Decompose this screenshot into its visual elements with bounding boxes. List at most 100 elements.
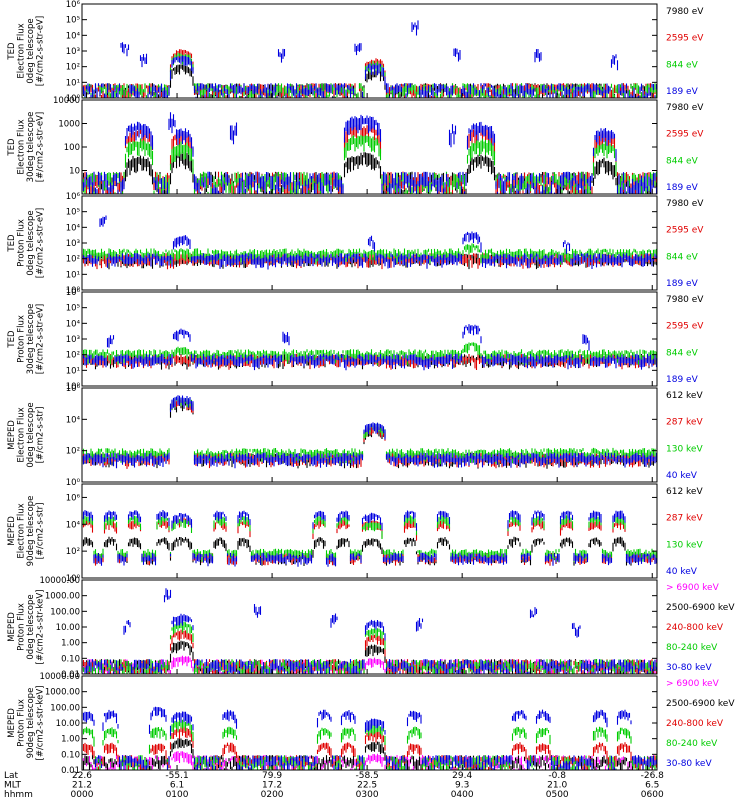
- series-1-trace: [82, 353, 657, 370]
- legend-entry: 2595 eV: [666, 226, 704, 236]
- legend-entry: 844 eV: [666, 156, 699, 166]
- y-tick-label: 1.00: [61, 639, 80, 649]
- y-axis-label: TED: [7, 234, 17, 253]
- y-tick-label: 1000.00: [45, 592, 80, 602]
- x-tick-label: 29.4: [452, 771, 472, 781]
- y-tick-label: 10⁰: [66, 478, 81, 488]
- y-tick-label: 10000.00: [39, 576, 80, 586]
- y-tick-label: 100.00: [50, 607, 80, 617]
- x-tick-label: -55.1: [165, 771, 188, 781]
- legend-entry: 612 keV: [666, 487, 703, 497]
- series-2-trace: [82, 640, 657, 674]
- y-axis-label: 0deg telescope: [26, 594, 36, 659]
- legend-entry: 240-800 keV: [666, 719, 724, 729]
- y-tick-label: 10³: [66, 335, 80, 345]
- y-axis-label: 0deg telescope: [26, 210, 36, 275]
- y-tick-label: 10⁴: [66, 415, 81, 425]
- panel-frame: [81, 291, 658, 387]
- y-tick-label: 100: [64, 143, 80, 153]
- y-tick-label: 10⁴: [66, 319, 81, 329]
- y-axis-label: [#/cm2-s-str-keV]: [36, 686, 46, 761]
- y-axis-label: 30deg telescope: [26, 304, 36, 375]
- y-axis-label: Proton Flux: [17, 699, 27, 747]
- x-tick-label: 0500: [546, 790, 569, 800]
- series-4-trace: [82, 719, 657, 770]
- legend-entry: 7980 eV: [666, 295, 704, 305]
- y-axis-label: Electron Flux: [17, 407, 27, 462]
- x-tick-label: 21.2: [72, 781, 92, 791]
- y-tick-label: 10²: [66, 63, 80, 73]
- y-tick-label: 10²: [66, 351, 80, 361]
- y-tick-label: 10⁰: [66, 286, 81, 296]
- panel-3: 10⁰ 10¹ 10² 10³ 10⁴ 10⁵ 10⁶ TED Proton Flux 0deg …: [7, 192, 704, 296]
- y-tick-label: 10⁵: [66, 16, 80, 26]
- y-axis-label: TED: [7, 42, 17, 61]
- y-tick-label: 0.10: [61, 654, 80, 664]
- legend-entry: > 6900 keV: [666, 583, 720, 593]
- y-axis-label: MEPED: [7, 612, 17, 642]
- series-1-trace: [82, 253, 657, 270]
- panel-data: [82, 706, 657, 770]
- y-tick-label: 10: [69, 167, 80, 177]
- series-1-trace: [82, 64, 657, 98]
- y-tick-label: 10⁰: [66, 574, 81, 584]
- series-2-trace: [82, 124, 657, 194]
- series-5-trace: [82, 706, 657, 770]
- y-axis-label: 0deg telescope: [26, 18, 36, 83]
- y-tick-label: 10⁰: [66, 94, 81, 104]
- panel-8: 0.01 0.10 1.00 10.00 100.00 1000.00 10000.00 ME…: [7, 672, 735, 776]
- y-tick-label: 10.00: [56, 623, 80, 633]
- series-2-trace: [82, 353, 657, 370]
- y-tick-label: 10¹: [66, 366, 80, 376]
- y-tick-label: 10²: [66, 547, 80, 557]
- x-tick-label: 9.3: [455, 781, 469, 791]
- legend-entry: 2595 eV: [666, 34, 704, 44]
- y-axis-label: [#/cm2-s-str-eV]: [36, 208, 46, 278]
- y-axis-label: Electron Flux: [17, 119, 27, 174]
- panel-data: [82, 324, 657, 371]
- series-4-trace: [82, 112, 657, 194]
- legend-entry: 287 keV: [666, 514, 703, 524]
- y-axis-label: MEPED: [7, 420, 17, 450]
- y-axis-label: [#/cm2-s-str-eV]: [36, 304, 46, 374]
- series-1-trace: [82, 399, 657, 469]
- series-2-trace: [82, 253, 657, 270]
- legend-entry: 2500-6900 keV: [666, 603, 735, 613]
- y-tick-label: 0.10: [61, 750, 80, 760]
- legend-entry: 844 eV: [666, 252, 699, 262]
- series-3-trace: [82, 135, 657, 194]
- series-4-trace: [82, 215, 657, 270]
- panel-frame: [81, 483, 658, 579]
- x-tick-label: 0600: [641, 790, 664, 800]
- x-tick-label: 22.6: [72, 771, 92, 781]
- legend-entry: 844 eV: [666, 348, 699, 358]
- y-axis-label: 90deg telescope: [26, 688, 36, 759]
- y-axis-label: 90deg telescope: [26, 496, 36, 567]
- y-tick-label: 10⁵: [66, 304, 80, 314]
- y-tick-label: 0.01: [61, 670, 80, 680]
- x-tick-label: -0.8: [548, 771, 566, 781]
- y-tick-label: 10000.00: [39, 672, 80, 682]
- panel-data: [82, 395, 657, 469]
- panel-data: [82, 510, 657, 567]
- legend-entry: 2595 eV: [666, 130, 704, 140]
- legend-entry: 7980 eV: [666, 199, 704, 209]
- y-tick-label: 10²: [66, 255, 80, 265]
- y-tick-label: 1000: [58, 120, 80, 130]
- y-tick-label: 10⁶: [66, 493, 81, 503]
- y-axis-label: Proton Flux: [17, 603, 27, 651]
- series-4-trace: [82, 510, 657, 567]
- y-tick-label: 1.00: [61, 735, 80, 745]
- x-tick-label: -26.8: [641, 771, 665, 781]
- y-axis-label: MEPED: [7, 708, 17, 738]
- legend-entry: 80-240 keV: [666, 739, 718, 749]
- series-3-trace: [82, 52, 657, 98]
- series-4-trace: [82, 621, 657, 674]
- series-2-trace: [82, 398, 657, 469]
- legend-entry: 287 keV: [666, 418, 703, 428]
- x-tick-label: 0400: [451, 790, 474, 800]
- x-tick-label: 0300: [356, 790, 379, 800]
- legend-entry: 189 eV: [666, 375, 699, 385]
- x-axis-row-label: Lat: [4, 771, 19, 781]
